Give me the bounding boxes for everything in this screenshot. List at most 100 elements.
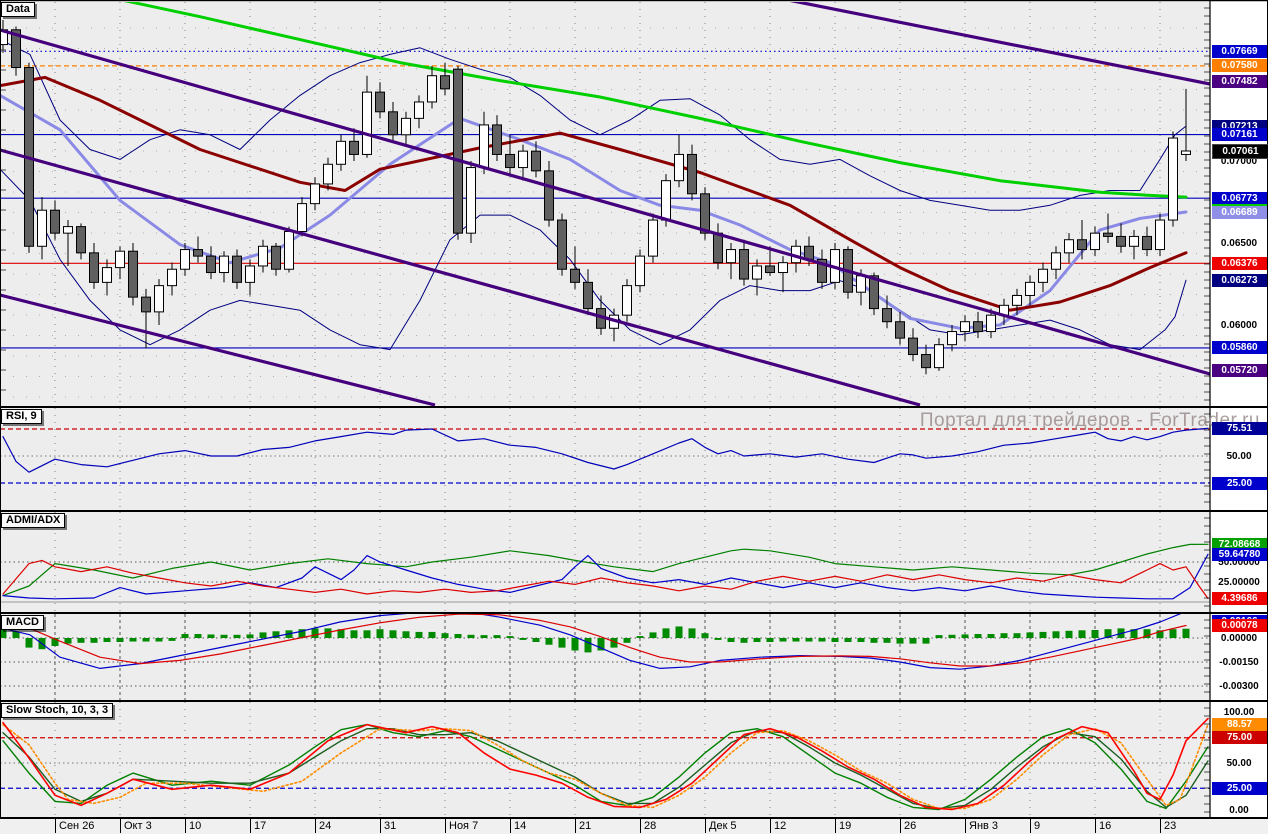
candle-down: [739, 249, 749, 280]
macd-bar: [909, 638, 917, 644]
candle-down: [895, 321, 905, 339]
macd-bar: [662, 628, 670, 638]
candle-down: [817, 258, 827, 283]
rsi-line: [2, 427, 1209, 473]
candle-down: [869, 275, 879, 310]
candle-up: [960, 321, 970, 333]
candle-down: [882, 308, 892, 323]
candle-up: [297, 203, 307, 233]
macd-bar: [935, 635, 943, 638]
candle-up: [947, 331, 957, 346]
candle-up: [1025, 281, 1035, 296]
macd-bar: [467, 634, 475, 638]
macd-bar: [727, 638, 735, 642]
macd-bar: [389, 630, 397, 638]
trend-line-purple-1: [789, 2, 1210, 86]
candle-down: [141, 296, 151, 313]
macd-bar: [454, 634, 462, 638]
candle-up: [323, 163, 333, 185]
candle-down: [89, 252, 99, 283]
macd-bar: [337, 629, 345, 638]
macd-bar: [545, 638, 553, 645]
bollinger-upper-line: [0, 39, 1187, 211]
macd-bar: [116, 638, 124, 642]
candle-up: [401, 117, 411, 136]
macd-bar: [506, 636, 514, 638]
macd-bar: [155, 638, 163, 642]
macd-line: [2, 614, 1182, 670]
candle-down: [453, 68, 463, 234]
candle-up: [479, 124, 489, 169]
trend-line-purple-2: [0, 28, 1210, 376]
adx-panel-title-tab[interactable]: ADMI/ADX: [1, 513, 66, 528]
macd-bar: [948, 634, 956, 638]
stoch-panel-title-tab[interactable]: Slow Stoch, 10, 3, 3: [1, 703, 114, 718]
candle-up: [1064, 239, 1074, 254]
macd-bar: [805, 638, 813, 642]
macd-bar: [753, 638, 761, 642]
macd-panel-title-tab[interactable]: MACD: [1, 615, 44, 630]
candle-down: [921, 354, 931, 369]
macd-bar: [1000, 633, 1008, 638]
macd-bar: [233, 634, 241, 638]
macd-bar: [1156, 630, 1164, 638]
candle-up: [102, 267, 112, 283]
macd-bar: [844, 638, 852, 642]
ma-long-green-line: [123, 2, 1188, 199]
macd-bar: [688, 628, 696, 638]
macd-bar: [532, 638, 540, 642]
rsi-plot-area[interactable]: [0, 408, 1210, 510]
macd-bar: [1039, 631, 1047, 638]
macd-bar: [1130, 629, 1138, 638]
trend-line-purple-3: [0, 148, 921, 406]
candle-up: [414, 101, 424, 119]
candle-up: [37, 209, 47, 247]
candle-up: [1181, 150, 1191, 155]
candle-up: [63, 226, 73, 234]
candle-down: [700, 193, 710, 234]
candle-up: [1168, 137, 1178, 221]
macd-bar: [376, 629, 384, 638]
candle-down: [375, 91, 385, 113]
macd-plot-area[interactable]: [0, 614, 1210, 700]
main-panel-title-tab[interactable]: Data: [1, 2, 35, 17]
macd-bar: [649, 632, 657, 638]
candle-down: [76, 226, 86, 254]
macd-bar: [77, 638, 85, 643]
macd-bar: [493, 635, 501, 638]
macd-bar: [623, 638, 631, 643]
candle-down: [193, 249, 203, 257]
candle-up: [245, 265, 255, 283]
macd-bar: [558, 638, 566, 648]
macd-bar: [974, 634, 982, 638]
macd-bar: [207, 634, 215, 638]
macd-bar: [610, 638, 618, 648]
rsi-panel-title-tab[interactable]: RSI, 9: [1, 409, 42, 424]
candle-up: [661, 180, 671, 221]
candle-up: [622, 285, 632, 316]
macd-bar: [1104, 629, 1112, 638]
macd-bar: [103, 638, 111, 642]
macd-bar: [25, 638, 33, 648]
macd-bar: [1052, 631, 1060, 638]
candle-down: [271, 245, 281, 270]
macd-bar: [298, 629, 306, 638]
candle-up: [1038, 268, 1048, 283]
macd-bar: [597, 638, 605, 651]
macd-bar: [402, 631, 410, 638]
stoch-plot-area[interactable]: [0, 702, 1210, 817]
candle-up: [1129, 235, 1139, 247]
macd-bar: [363, 630, 371, 638]
macd-bar: [1065, 630, 1073, 638]
macd-bar: [870, 638, 878, 643]
macd-bar: [571, 638, 579, 651]
main-plot-area[interactable]: [0, 2, 1210, 406]
price-scale-column: [1210, 0, 1268, 818]
candle-down: [349, 140, 359, 155]
candle-down: [1103, 232, 1113, 237]
macd-bar: [675, 626, 683, 638]
stoch-d-darkgreen-line: [2, 728, 1209, 810]
candle-up: [674, 153, 684, 182]
macd-bar: [1013, 633, 1021, 638]
